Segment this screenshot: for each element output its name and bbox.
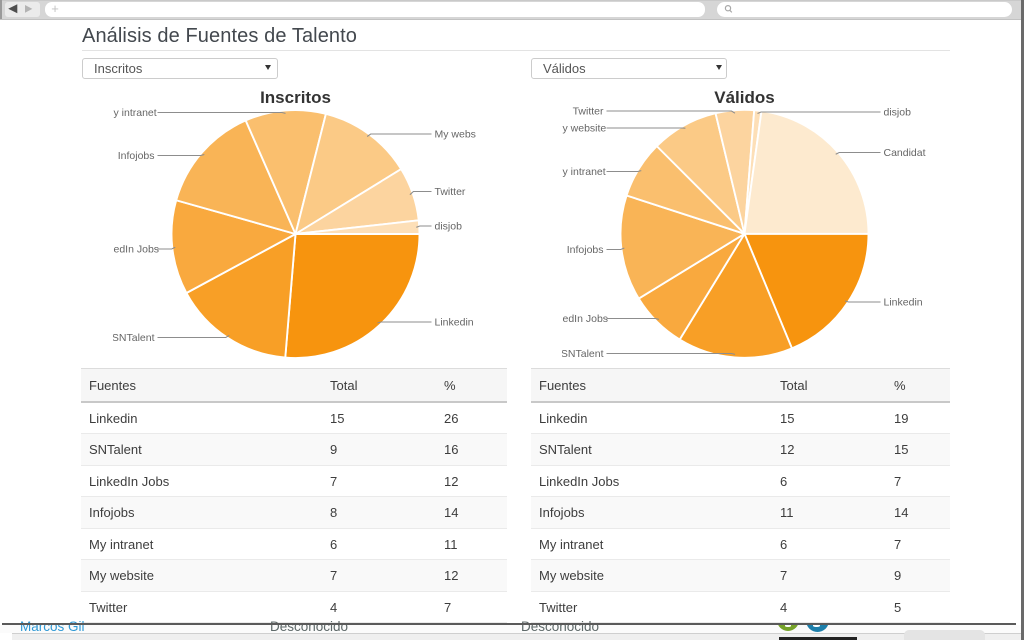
svg-text:Linkedin: Linkedin [435,317,474,329]
svg-text:y intranet: y intranet [563,166,606,178]
svg-text:Infojobs: Infojobs [567,244,604,256]
svg-text:Inscritos: Inscritos [260,88,331,107]
svg-text:SNTalent: SNTalent [562,348,604,360]
svg-text:edIn Jobs: edIn Jobs [563,313,609,325]
svg-text:Linkedin: Linkedin [884,297,923,309]
svg-text:y website: y website [563,123,607,135]
svg-text:y intranet: y intranet [114,107,157,119]
svg-text:disjob: disjob [884,107,912,119]
svg-text:Válidos: Válidos [714,88,774,107]
svg-text:edIn Jobs: edIn Jobs [114,244,160,256]
svg-text:Infojobs: Infojobs [118,150,155,162]
svg-text:Candidat: Candidat [884,147,926,159]
svg-text:Twitter: Twitter [435,186,466,198]
svg-text:SNTalent: SNTalent [113,332,155,344]
svg-text:Twitter: Twitter [573,106,604,118]
svg-text:disjob: disjob [435,221,463,233]
svg-text:My webs: My webs [435,129,476,141]
